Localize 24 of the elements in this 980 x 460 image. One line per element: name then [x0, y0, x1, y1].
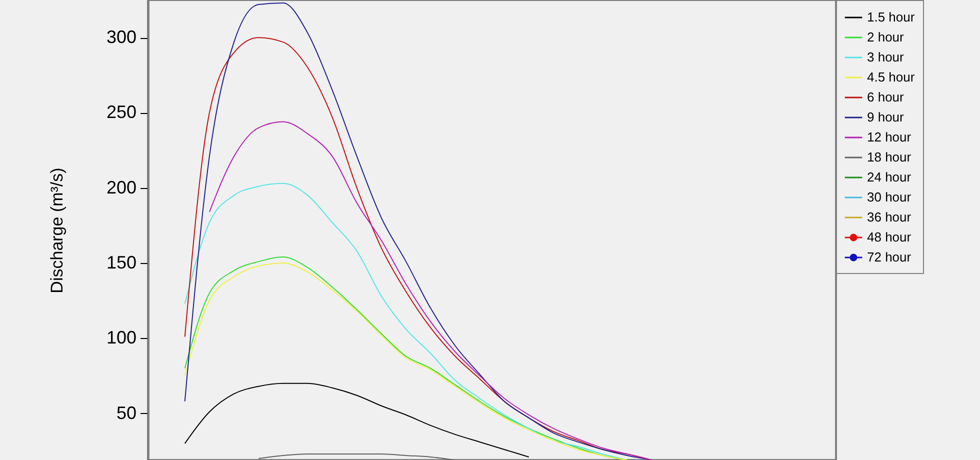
y-tick-label: 300 [106, 27, 136, 48]
legend-label: 24 hour [867, 170, 912, 184]
y-tick-label: 150 [106, 252, 136, 273]
y-tick-label: 250 [106, 102, 136, 122]
legend-label: 30 hour [867, 190, 912, 204]
legend-label: 2 hour [867, 30, 905, 44]
line-series [184, 382, 530, 458]
line-series [258, 453, 456, 460]
line-series [184, 182, 628, 460]
legend-label: 72 hour [867, 250, 912, 264]
legend-label: 18 hour [867, 150, 912, 164]
y-tick-label: 50 [116, 402, 136, 423]
legend-label: 6 hour [867, 90, 905, 104]
y-tick-label: 200 [106, 177, 136, 198]
legend-label: 12 hour [867, 130, 912, 144]
y-axis-title: Discharge (m³/s) [47, 168, 66, 294]
legend-label: 1.5 hour [867, 10, 916, 24]
legend-label: 48 hour [867, 230, 912, 244]
legend-label: 4.5 hour [867, 70, 916, 84]
line-series [208, 121, 652, 460]
y-tick-label: 100 [106, 328, 136, 348]
legend-label: 3 hour [867, 50, 905, 64]
legend-label: 9 hour [867, 110, 905, 124]
legend-label: 36 hour [867, 210, 912, 224]
